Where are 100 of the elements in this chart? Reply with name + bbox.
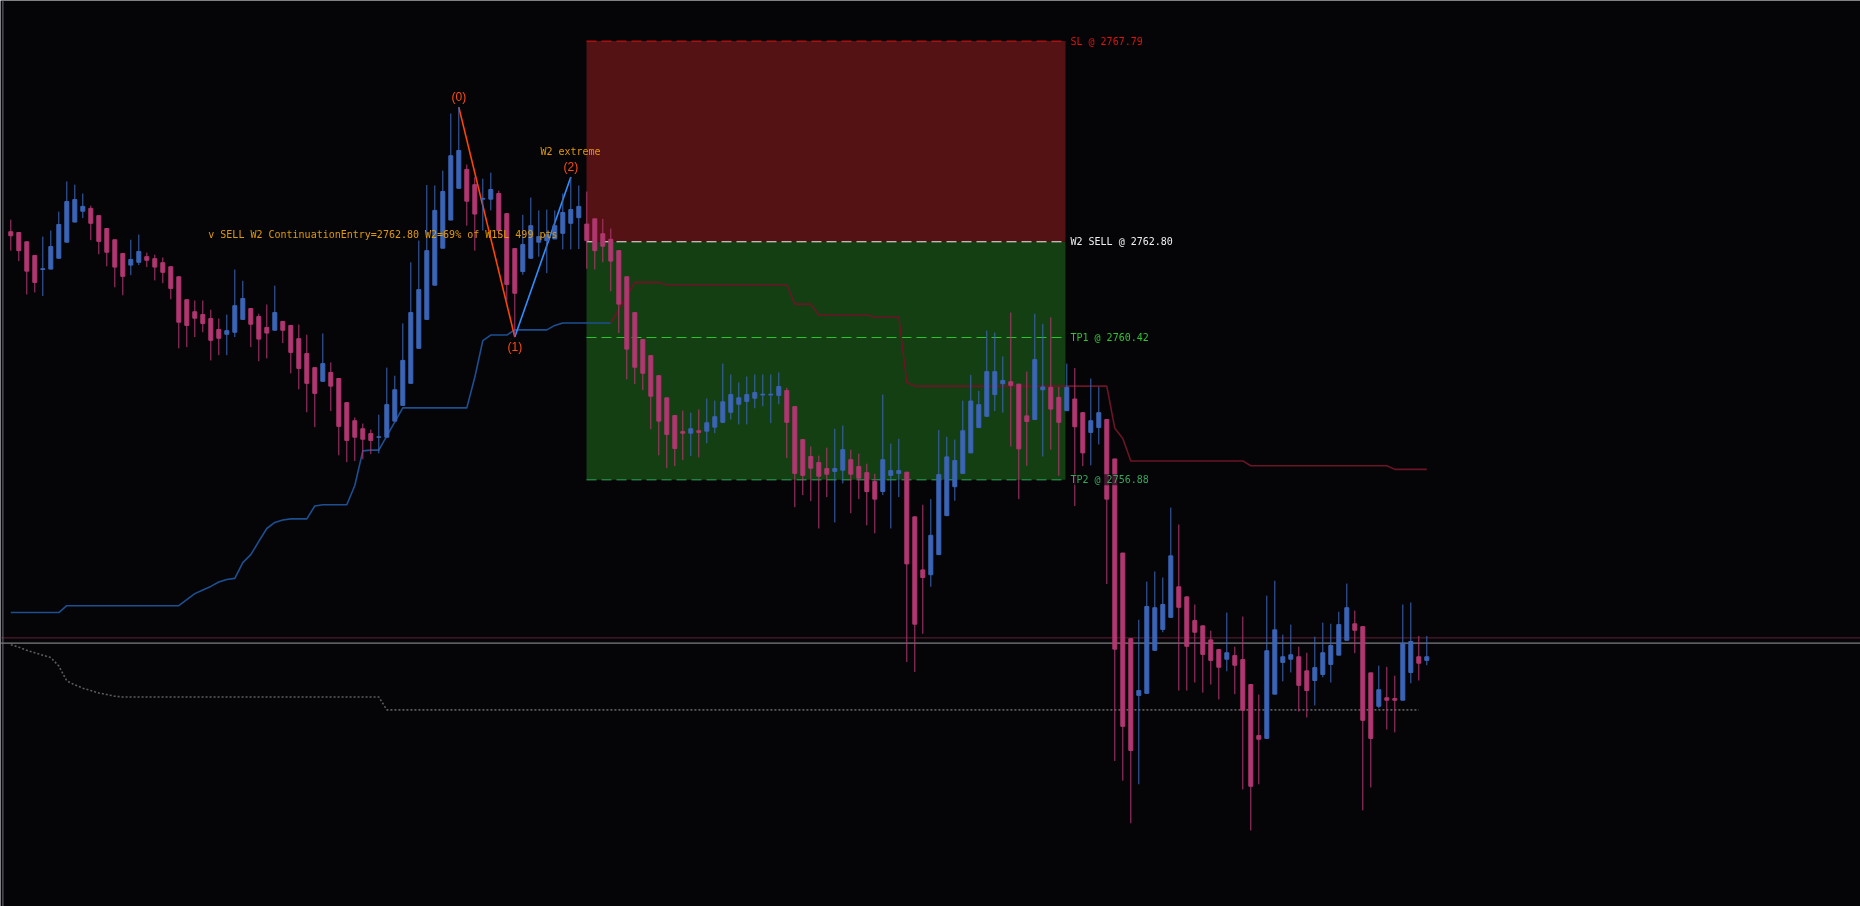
candlestick [480,178,486,232]
candlestick [1000,355,1006,414]
candlestick [752,373,758,409]
candlestick [1224,612,1230,672]
candlestick [136,234,142,266]
candlestick [104,228,110,267]
candlestick [688,412,694,457]
candlestick [808,445,814,502]
candlestick [280,320,286,344]
candlestick [776,371,782,405]
candlestick [576,184,582,250]
candlestick [888,443,894,529]
candlestick [1216,649,1222,700]
candlestick [736,382,742,425]
candlestick [1392,675,1398,733]
candlestick [680,410,686,461]
ref-line-label: TP1 @ 2760.42 [1070,331,1149,343]
candlestick [120,252,126,296]
candlestick [272,285,278,331]
candlestick [1008,312,1014,447]
candlestick [1424,635,1430,666]
candlestick [976,390,982,429]
candlestick [48,230,54,270]
candlestick [1280,634,1286,682]
annotation: (1) [507,340,523,355]
annotation: W2 extreme [540,146,601,157]
candlestick [208,309,214,361]
candlestick [696,408,702,458]
candlestick [1040,323,1046,458]
candlestick [560,193,566,250]
candlestick [992,332,998,412]
candlestick [8,219,14,252]
candlestick [264,304,270,359]
candlestick [152,254,158,281]
candlestick [760,373,766,407]
candlestick [920,504,926,635]
candlestick [768,373,774,424]
ref-line-label: TP2 @ 2756.88 [1070,474,1149,486]
candlestick [840,425,846,484]
candlestick [360,423,366,460]
candlestick [1232,646,1238,695]
candlestick [824,447,830,498]
candlestick [1304,652,1310,718]
candlestick [1376,665,1382,709]
candlestick [704,398,710,444]
candlestick [376,414,382,454]
candlestick [1136,619,1142,785]
candlestick [864,463,870,526]
candlestick [720,363,726,424]
candlestick [368,429,374,455]
candlestick [1176,523,1182,692]
candlestick [160,256,166,284]
candlestick [72,184,78,223]
ref-line-label: SL @ 2767.79 [1070,35,1143,47]
candlestick [488,172,494,211]
candlestick [584,191,590,270]
candlestick [608,228,614,292]
candlestick [848,449,854,514]
candlestick [1320,622,1326,678]
candlestick [1024,371,1030,467]
candlestick [856,453,862,500]
candlestick [1048,316,1054,451]
candlestick [192,299,198,338]
candlestick [224,314,230,356]
candlestick [1256,694,1262,785]
candlestick [128,239,134,276]
candlestick [536,209,542,258]
ref-line-label: W2 SELL @ 2762.80 [1070,236,1173,248]
candlestick [872,473,878,534]
candlestick [80,193,86,219]
candlestick [16,232,22,262]
candlestick [832,428,838,523]
candlestick [728,373,734,421]
candlestick [328,361,334,412]
candlestick [1328,623,1334,684]
candlestick [600,218,606,263]
candlestick [1352,610,1358,654]
candlestick [320,332,326,382]
candlestick [200,299,206,333]
candlestick [568,176,574,250]
candlestick [1416,635,1422,681]
candlestick [1192,604,1198,684]
candlestick [216,318,222,356]
candlestick [1384,666,1390,731]
candlestick [168,266,174,300]
candlestick [88,205,94,241]
candlestick [248,308,254,348]
annotation: (2) [563,160,579,175]
annotation: (0) [451,90,467,105]
candlestick [352,417,358,462]
candlestick [1312,636,1318,706]
candlestick [40,236,46,297]
candlestick [1064,363,1070,412]
candlestick [240,280,246,320]
candlestick [744,375,750,425]
candlestick [1088,378,1094,466]
candlestick [1208,630,1214,686]
candlestick [896,438,902,498]
candlestick [1096,386,1102,445]
candlestick [816,455,822,529]
